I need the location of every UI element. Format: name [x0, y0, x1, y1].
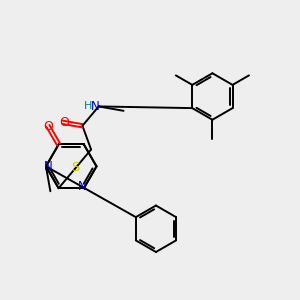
Text: N: N — [44, 160, 52, 173]
Text: S: S — [71, 161, 80, 174]
Text: O: O — [59, 116, 69, 129]
Text: N: N — [91, 100, 100, 113]
Text: H: H — [84, 101, 92, 111]
Text: O: O — [43, 120, 53, 133]
Text: N: N — [78, 180, 87, 193]
